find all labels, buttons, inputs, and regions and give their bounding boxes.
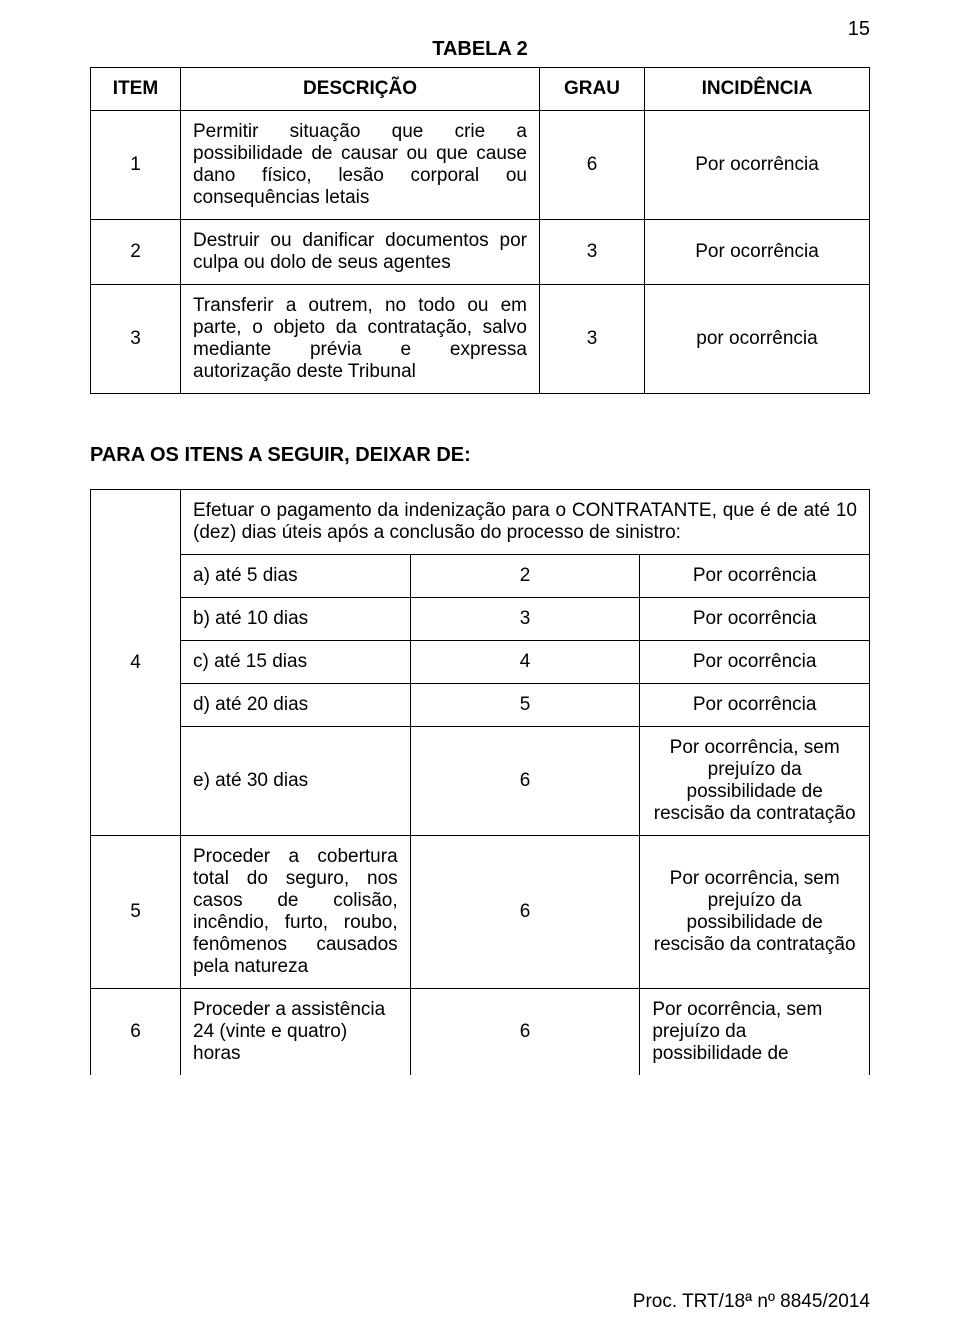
item4-intro: Efetuar o pagamento da indenização para …: [181, 490, 870, 555]
cell-descricao: d) até 20 dias: [181, 684, 411, 727]
table-row: e) até 30 dias 6 Por ocorrência, sem pre…: [91, 727, 870, 836]
page: 15 TABELA 2 ITEM DESCRIÇÃO GRAU INCIDÊNC…: [0, 0, 960, 1335]
table2: ITEM DESCRIÇÃO GRAU INCIDÊNCIA 1 Permiti…: [90, 67, 870, 394]
cell-grau: 3: [540, 220, 645, 285]
cell-item: 5: [91, 836, 181, 989]
section-title: PARA OS ITENS A SEGUIR, DEIXAR DE:: [90, 444, 870, 467]
cell-incidencia: Por ocorrência, sem prejuízo da possibil…: [640, 989, 870, 1076]
table-row: 6 Proceder a assistência 24 (vinte e qua…: [91, 989, 870, 1076]
table-row: c) até 15 dias 4 Por ocorrência: [91, 641, 870, 684]
cell-descricao: Permitir situação que crie a possibilida…: [181, 111, 540, 220]
cell-incidencia: Por ocorrência: [640, 684, 870, 727]
cell-incidencia: por ocorrência: [645, 285, 870, 394]
cell-grau: 6: [410, 836, 640, 989]
cell-descricao: Destruir ou danificar documentos por cul…: [181, 220, 540, 285]
cell-incidencia: Por ocorrência, sem prejuízo da possibil…: [640, 836, 870, 989]
table2-title: TABELA 2: [90, 38, 870, 61]
cell-descricao: b) até 10 dias: [181, 598, 411, 641]
cell-incidencia: Por ocorrência: [645, 111, 870, 220]
table-row: d) até 20 dias 5 Por ocorrência: [91, 684, 870, 727]
cell-descricao: a) até 5 dias: [181, 555, 411, 598]
cell-grau: 5: [410, 684, 640, 727]
table-itens-seguir: 4 Efetuar o pagamento da indenização par…: [90, 489, 870, 1075]
cell-descricao: e) até 30 dias: [181, 727, 411, 836]
cell-grau: 2: [410, 555, 640, 598]
cell-incidencia: Por ocorrência: [645, 220, 870, 285]
table2-header-item: ITEM: [91, 68, 181, 111]
cell-incidencia: Por ocorrência, sem prejuízo da possibil…: [640, 727, 870, 836]
cell-item: 3: [91, 285, 181, 394]
table-row: a) até 5 dias 2 Por ocorrência: [91, 555, 870, 598]
table-row: 1 Permitir situação que crie a possibili…: [91, 111, 870, 220]
cell-item: 4: [91, 490, 181, 836]
cell-grau: 6: [540, 111, 645, 220]
table-row: 2 Destruir ou danificar documentos por c…: [91, 220, 870, 285]
cell-grau: 6: [410, 727, 640, 836]
cell-descricao: Transferir a outrem, no todo ou em parte…: [181, 285, 540, 394]
cell-incidencia: Por ocorrência: [640, 641, 870, 684]
cell-descricao: c) até 15 dias: [181, 641, 411, 684]
cell-item: 1: [91, 111, 181, 220]
footer-proc: Proc. TRT/18ª nº 8845/2014: [633, 1291, 870, 1313]
cell-incidencia: Por ocorrência: [640, 555, 870, 598]
table-row: b) até 10 dias 3 Por ocorrência: [91, 598, 870, 641]
cell-grau: 6: [410, 989, 640, 1076]
cell-incidencia: Por ocorrência: [640, 598, 870, 641]
table-row: 4 Efetuar o pagamento da indenização par…: [91, 490, 870, 555]
cell-grau: 4: [410, 641, 640, 684]
cell-descricao: Proceder a cobertura total do seguro, no…: [181, 836, 411, 989]
cell-grau: 3: [540, 285, 645, 394]
page-number: 15: [848, 18, 870, 41]
cell-item: 6: [91, 989, 181, 1076]
table2-header-row: ITEM DESCRIÇÃO GRAU INCIDÊNCIA: [91, 68, 870, 111]
table2-header-descricao: DESCRIÇÃO: [181, 68, 540, 111]
table-row: 3 Transferir a outrem, no todo ou em par…: [91, 285, 870, 394]
cell-item: 2: [91, 220, 181, 285]
table2-header-grau: GRAU: [540, 68, 645, 111]
table2-header-incidencia: INCIDÊNCIA: [645, 68, 870, 111]
cell-grau: 3: [410, 598, 640, 641]
cell-descricao: Proceder a assistência 24 (vinte e quatr…: [181, 989, 411, 1076]
table-row: 5 Proceder a cobertura total do seguro, …: [91, 836, 870, 989]
